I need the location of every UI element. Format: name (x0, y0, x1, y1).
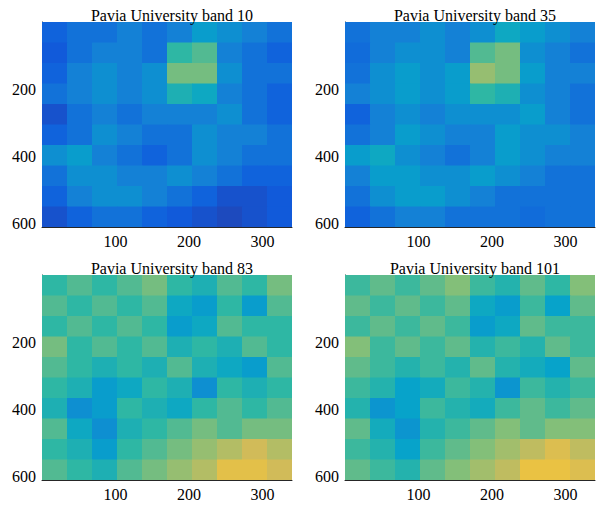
svg-text:Pavia University band 83: Pavia University band 83 (91, 260, 253, 278)
svg-text:400: 400 (315, 148, 339, 165)
svg-text:300: 300 (554, 486, 578, 503)
svg-text:200: 200 (12, 334, 36, 351)
svg-text:600: 600 (315, 468, 339, 485)
svg-text:600: 600 (315, 215, 339, 232)
svg-text:400: 400 (315, 401, 339, 418)
svg-text:600: 600 (12, 468, 36, 485)
svg-text:300: 300 (251, 233, 275, 250)
svg-text:200: 200 (315, 81, 339, 98)
svg-text:400: 400 (12, 401, 36, 418)
svg-text:400: 400 (12, 148, 36, 165)
svg-text:200: 200 (177, 486, 201, 503)
svg-text:600: 600 (12, 215, 36, 232)
svg-text:Pavia University band 101: Pavia University band 101 (390, 260, 560, 278)
svg-text:200: 200 (480, 486, 504, 503)
svg-text:100: 100 (104, 233, 128, 250)
svg-text:100: 100 (407, 486, 431, 503)
svg-text:300: 300 (251, 486, 275, 503)
svg-text:200: 200 (480, 233, 504, 250)
svg-text:100: 100 (407, 233, 431, 250)
svg-text:200: 200 (177, 233, 201, 250)
svg-text:200: 200 (315, 334, 339, 351)
svg-text:Pavia University band 35: Pavia University band 35 (394, 7, 556, 25)
svg-text:300: 300 (554, 233, 578, 250)
svg-text:100: 100 (104, 486, 128, 503)
svg-text:200: 200 (12, 81, 36, 98)
svg-text:Pavia University band 10: Pavia University band 10 (91, 7, 253, 25)
